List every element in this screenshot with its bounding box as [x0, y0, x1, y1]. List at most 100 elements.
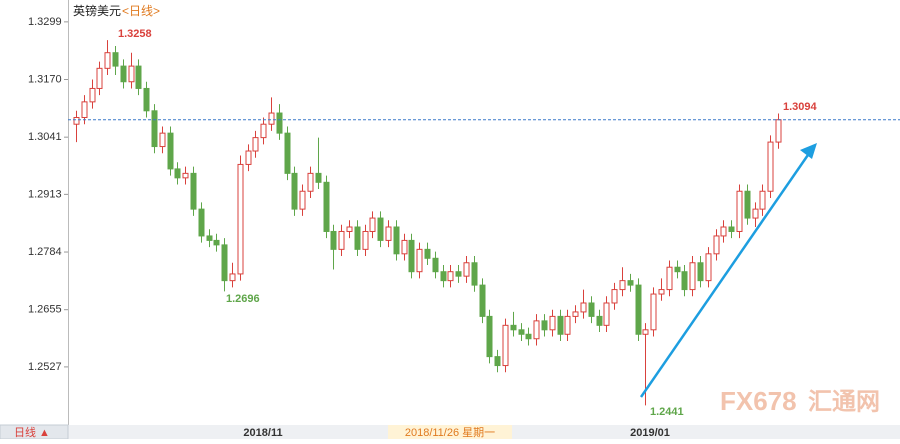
candle-body [252, 137, 259, 152]
candle-body [502, 324, 509, 367]
x-tick-label: 2018/11 [243, 427, 282, 439]
candle-body [432, 257, 439, 273]
candle-body [377, 217, 384, 241]
candle-body [744, 190, 751, 219]
candle-body [455, 271, 462, 277]
candle-body [642, 329, 649, 335]
candle-body [767, 141, 774, 192]
candle-body [284, 132, 291, 174]
candle-body [81, 101, 88, 119]
candle-body [128, 65, 135, 83]
chart-title: 英镑美元 [73, 3, 121, 18]
candle-body [135, 65, 142, 89]
annotation: 1.3094 [783, 101, 818, 113]
candle-body [650, 293, 657, 331]
candle-body [557, 315, 564, 335]
candle-body [245, 150, 252, 165]
candle-body [494, 356, 501, 367]
candle-body [401, 239, 408, 255]
candle-body [229, 273, 236, 282]
candle-body [525, 333, 532, 340]
candle-body [533, 320, 540, 340]
arrow-head [800, 143, 817, 159]
candle-body [315, 172, 322, 183]
candle-body [635, 284, 642, 335]
candle-body [416, 248, 423, 273]
candle-body [564, 315, 571, 335]
cursor-label-box [388, 425, 512, 439]
y-tick-label: 1.3170 [28, 73, 62, 85]
candle-body [221, 244, 228, 282]
candle-body [510, 324, 517, 331]
candle-body [159, 132, 166, 148]
candle-body [393, 226, 400, 255]
candle-body [213, 239, 220, 246]
annotation: 1.2441 [650, 406, 684, 418]
candle-body [369, 217, 376, 232]
candle-body [174, 168, 181, 179]
candle-body [206, 235, 213, 241]
candle-body [440, 271, 447, 282]
watermark: 汇通网 [808, 388, 880, 415]
candle-body [658, 289, 665, 295]
trend-arrow [639, 151, 812, 398]
candle-body [447, 271, 454, 282]
candle-body [588, 302, 595, 317]
candle-body [291, 172, 298, 210]
candle-body [619, 280, 626, 291]
candle-body [752, 208, 759, 219]
candle-body [346, 226, 353, 232]
candle-body [580, 302, 587, 313]
candle-body [354, 226, 361, 250]
y-tick-label: 1.3299 [28, 16, 62, 28]
candle-body [775, 119, 782, 143]
candle-body [385, 226, 392, 241]
candle-body [611, 289, 618, 304]
candle-body [104, 52, 111, 69]
candle-body [518, 329, 525, 335]
candle-body [307, 172, 314, 192]
candle-body [330, 230, 337, 250]
candle-body [237, 163, 244, 275]
candle-body [268, 112, 275, 125]
candle-body [666, 266, 673, 291]
candle-body [151, 110, 158, 148]
candle-body [596, 315, 603, 326]
candle-body [120, 65, 127, 83]
candle-body [299, 190, 306, 210]
cursor-label: 2018/11/26 星期一 [405, 426, 495, 439]
y-tick-label: 1.3041 [28, 131, 62, 143]
candle-body [463, 262, 470, 277]
candle-body [338, 230, 345, 250]
candle-body [112, 52, 119, 67]
candle-body [759, 190, 766, 210]
candle-body [424, 248, 431, 259]
candle-body [89, 87, 96, 103]
candle-body [736, 190, 743, 232]
candle-body [73, 117, 80, 125]
candle-body [276, 112, 283, 134]
candle-body [143, 87, 150, 112]
candle-body [96, 67, 103, 89]
period-button-label[interactable]: 日线 ▲ [14, 425, 50, 439]
y-tick-label: 1.2527 [28, 361, 62, 373]
candle-body [603, 302, 610, 326]
candle-body [167, 132, 174, 170]
y-tick-label: 1.2913 [28, 188, 62, 200]
annotation: 1.3258 [118, 28, 152, 40]
annotation: 1.2696 [226, 293, 260, 305]
candle-body [479, 284, 486, 317]
candle-body [182, 172, 189, 179]
candle-body [190, 172, 197, 210]
candle-body [713, 235, 720, 255]
candle-body [541, 320, 548, 331]
candle-body [720, 226, 727, 237]
candle-body [705, 253, 712, 282]
plot [68, 40, 900, 406]
candle-body [323, 181, 330, 232]
candle-body [198, 208, 205, 237]
candle-body [408, 239, 415, 273]
candle-body [486, 315, 493, 358]
